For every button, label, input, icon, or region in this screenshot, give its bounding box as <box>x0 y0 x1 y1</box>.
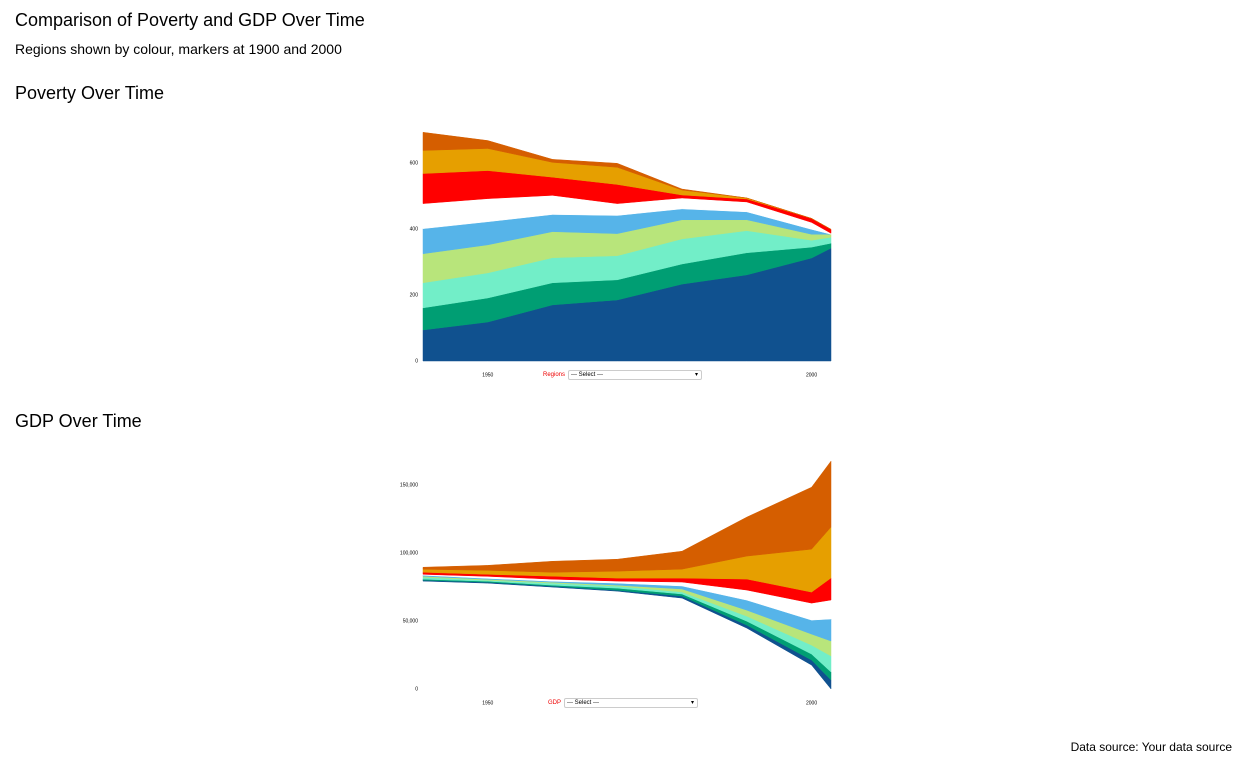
y-tick-label: 0 <box>415 686 418 692</box>
select-box[interactable]: --- Select --- <box>568 370 703 380</box>
gdp-select[interactable]: GDP --- Select --- <box>548 698 699 708</box>
y-tick-label: 150,000 <box>400 483 418 489</box>
x-tick-label: 2000 <box>806 700 817 706</box>
page-subtitle: Regions shown by colour, markers at 1900… <box>15 41 342 57</box>
select-label: GDP <box>548 700 562 706</box>
y-tick-label: 200 <box>410 292 419 298</box>
x-tick-label: 2000 <box>806 372 817 378</box>
y-tick-label: 400 <box>410 226 419 232</box>
select-label: Regions <box>543 372 566 378</box>
y-tick-label: 0 <box>415 358 418 364</box>
y-tick-label: 100,000 <box>400 550 418 556</box>
page-title: Comparison of Poverty and GDP Over Time <box>15 10 365 30</box>
y-tick-label: 50,000 <box>403 618 419 624</box>
chart-heading: Poverty Over Time <box>15 83 165 103</box>
y-tick-label: 600 <box>410 160 419 166</box>
source-note: Data source: Your data source <box>1070 740 1232 754</box>
area-layer <box>422 132 832 230</box>
x-tick-label: 1950 <box>482 372 493 378</box>
select-box[interactable]: --- Select --- <box>564 698 699 708</box>
area-layer <box>422 460 832 573</box>
chart-heading: GDP Over Time <box>15 411 142 431</box>
region-select[interactable]: Regions --- Select --- <box>543 370 703 380</box>
x-tick-label: 1950 <box>482 700 493 706</box>
